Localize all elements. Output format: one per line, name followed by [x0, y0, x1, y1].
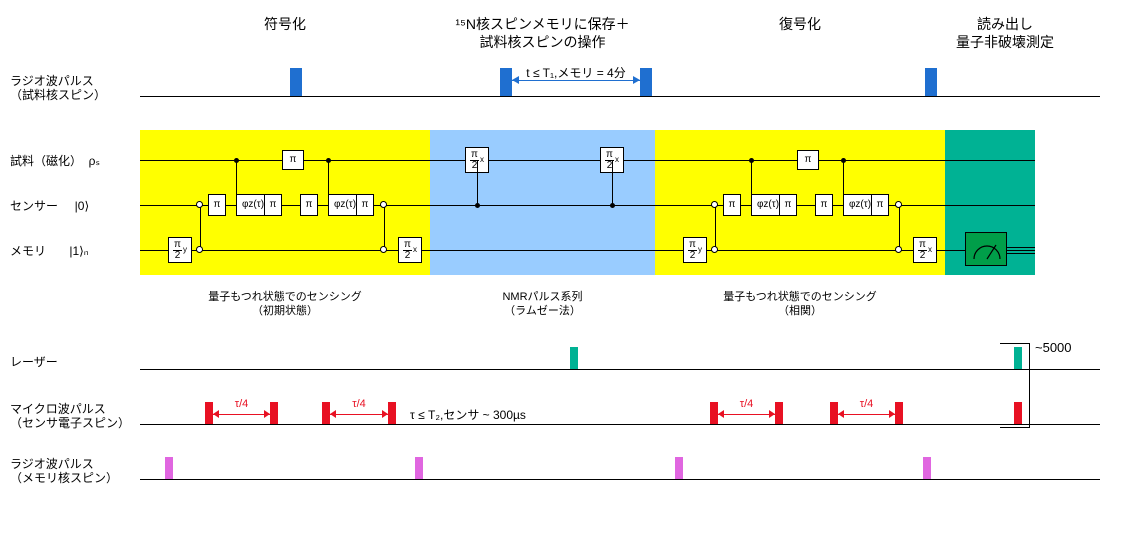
- header-store: ¹⁵N核スピンメモリに保存＋試料核スピンの操作: [410, 15, 675, 51]
- microwave-pulse: [775, 402, 783, 424]
- open-dot: [711, 201, 718, 208]
- tau-arrow-r: [889, 410, 895, 418]
- row-label-rf-sample: ラジオ波パルス（試料核スピン）: [10, 74, 130, 103]
- rf-sample-pulse: [290, 68, 302, 96]
- gate-pi: π: [300, 194, 318, 216]
- control-dot: [841, 158, 846, 163]
- meter-readout: [965, 232, 1007, 266]
- gate-pi: π: [815, 194, 833, 216]
- tau-arrow-r: [264, 410, 270, 418]
- vconn: [715, 205, 716, 250]
- control-dot: [610, 203, 615, 208]
- open-dot: [711, 246, 718, 253]
- gate-pi: π: [779, 194, 797, 216]
- tau-label: τ/4: [330, 398, 388, 410]
- microwave-pulse: [205, 402, 213, 424]
- gate-pi-sample: π: [797, 150, 819, 170]
- open-dot: [196, 246, 203, 253]
- timeline-rf-memory: [140, 479, 1100, 480]
- gate-pi2y: π2y: [683, 237, 707, 263]
- tau-arrow: [330, 414, 388, 415]
- vconn: [384, 205, 385, 250]
- sublabel-init: 量子もつれ状態でのセンシング（初期状態）: [140, 290, 430, 319]
- header-encode: 符号化: [140, 15, 430, 33]
- microwave-pulse: [388, 402, 396, 424]
- row-label-memory: メモリ |1⟩ₙ: [10, 244, 89, 258]
- gate-pi: π: [871, 194, 889, 216]
- vconn: [328, 160, 329, 205]
- tau-arrow: [838, 414, 895, 415]
- tau-label: τ/4: [718, 398, 775, 410]
- open-dot: [196, 201, 203, 208]
- gate-pi2x: π2x: [913, 237, 937, 263]
- row-label-microwave: マイクロ波パルス（センサ電子スピン）: [10, 402, 130, 431]
- sublabel-corr: 量子もつれ状態でのセンシング（相関）: [655, 290, 945, 319]
- tau-arrow: [213, 414, 270, 415]
- vconn: [899, 205, 900, 250]
- gate-pi: π: [264, 194, 282, 216]
- header-readout: 読み出し量子非破壊測定: [935, 15, 1075, 51]
- timeline-rf-sample: [140, 96, 1100, 97]
- gate-pi: π: [208, 194, 226, 216]
- rf-sample-pulse: [500, 68, 512, 96]
- timeline-microwave: [140, 424, 1100, 425]
- open-dot: [380, 246, 387, 253]
- rf-memory-pulse: [415, 457, 423, 479]
- tau-label: τ/4: [213, 398, 270, 410]
- gate-pi2x: π2x: [398, 237, 422, 263]
- rf-memory-pulse: [675, 457, 683, 479]
- open-dot: [895, 201, 902, 208]
- microwave-pulse: [270, 402, 278, 424]
- vconn: [477, 160, 478, 205]
- control-dot: [326, 158, 331, 163]
- vconn: [612, 160, 613, 205]
- tau-arrow-l: [213, 410, 219, 418]
- microwave-pulse: [710, 402, 718, 424]
- row-label-rf-memory: ラジオ波パルス（メモリ核スピン）: [10, 457, 118, 486]
- rf-sample-pulse: [640, 68, 652, 96]
- wire-0: [140, 160, 1035, 161]
- sublabel-nmr: NMRパルス系列（ラムゼー法）: [430, 290, 655, 319]
- tau-arrow-l: [718, 410, 724, 418]
- gate-pi: π: [723, 194, 741, 216]
- tau-arrow: [718, 414, 775, 415]
- vconn: [236, 160, 237, 205]
- tau-arrow-r: [769, 410, 775, 418]
- control-dot: [749, 158, 754, 163]
- header-decode: 復号化: [655, 15, 945, 33]
- repeat-bracket: [1000, 343, 1030, 428]
- tau-arrow-l: [838, 410, 844, 418]
- gate-pi: π: [356, 194, 374, 216]
- microwave-pulse: [895, 402, 903, 424]
- row-label-sensor: センサー |0⟩: [10, 199, 89, 213]
- gate-pi2y: π2y: [168, 237, 192, 263]
- control-dot: [475, 203, 480, 208]
- microwave-pulse: [322, 402, 330, 424]
- vconn: [843, 160, 844, 205]
- laser-pulse: [570, 347, 578, 369]
- microwave-pulse: [830, 402, 838, 424]
- rf-memory-pulse: [923, 457, 931, 479]
- vconn: [200, 205, 201, 250]
- timeline-laser: [140, 369, 1100, 370]
- t2-sensor-label: τ ≤ T₂,センサ ~ 300µs: [410, 406, 526, 423]
- tau-label: τ/4: [838, 398, 895, 410]
- row-label-sample: 試料（磁化） ρₛ: [10, 154, 100, 168]
- tau-arrow-r: [382, 410, 388, 418]
- tau-arrow-l: [330, 410, 336, 418]
- rf-memory-pulse: [165, 457, 173, 479]
- open-dot: [380, 201, 387, 208]
- row-label-laser: レーザー: [10, 355, 58, 369]
- gate-pi-sample: π: [282, 150, 304, 170]
- rf-sample-pulse: [925, 68, 937, 96]
- open-dot: [895, 246, 902, 253]
- vconn: [751, 160, 752, 205]
- t-memory-label: t ≤ T₁,メモリ = 4分: [517, 64, 635, 81]
- repeat-label: ~5000: [1035, 340, 1072, 355]
- control-dot: [234, 158, 239, 163]
